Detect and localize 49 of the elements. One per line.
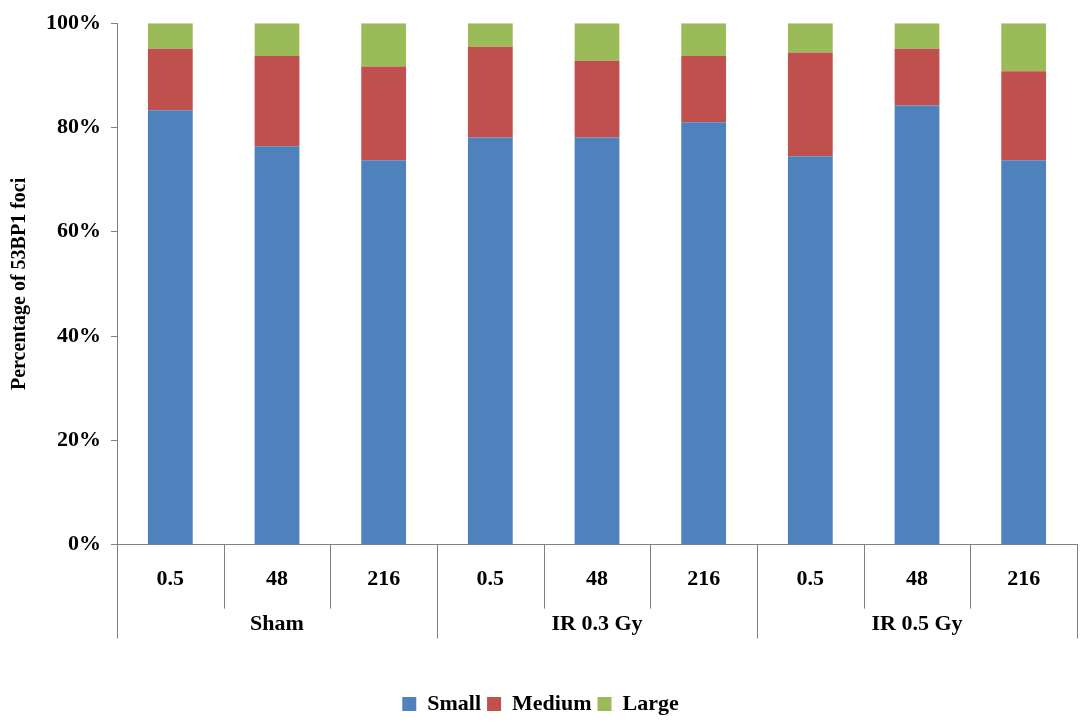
- bar: [361, 66, 407, 161]
- bar: [254, 56, 300, 147]
- bar: [787, 52, 833, 157]
- x-tick-label: 48: [906, 565, 928, 591]
- x-tick-label: 48: [266, 565, 288, 591]
- y-tick-label: 80%: [57, 113, 101, 139]
- bar: [681, 56, 727, 123]
- x-tick-label: 48: [586, 565, 608, 591]
- x-tick-label: 0.5: [156, 565, 185, 591]
- x-tick-label: 0.5: [476, 565, 505, 591]
- x-tick-label: 216: [1007, 565, 1041, 591]
- bar: [574, 60, 620, 138]
- y-tick-label: 60%: [57, 217, 101, 243]
- bar: [574, 137, 620, 545]
- x-tick-label: 0.5: [796, 565, 825, 591]
- bar: [681, 122, 727, 545]
- bar: [894, 23, 940, 49]
- bar: [787, 23, 833, 53]
- bar: [1001, 23, 1047, 72]
- bar: [254, 23, 300, 57]
- x-tick-label: 216: [687, 565, 721, 591]
- bar: [894, 48, 940, 106]
- y-tick-label: 40%: [57, 321, 101, 347]
- text: IR 0.5 Gy: [871, 610, 963, 636]
- bar: [467, 137, 513, 545]
- bar: [1001, 160, 1047, 545]
- bar: [467, 23, 513, 47]
- x-tick-label: 216: [367, 565, 401, 591]
- bar: [574, 23, 620, 61]
- bar: [361, 23, 407, 67]
- text: IR 0.3 Gy: [551, 610, 643, 636]
- y-axis-title: Percentage of 53BP1 foci: [7, 177, 31, 391]
- legend-label: Small: [427, 689, 482, 715]
- legend-label: Medium: [512, 689, 592, 715]
- text: Sham: [250, 610, 304, 636]
- bar: [147, 48, 193, 111]
- bar: [361, 160, 407, 545]
- legend-label: Large: [622, 689, 679, 715]
- bar: [787, 156, 833, 545]
- y-tick-label: 100%: [46, 8, 101, 34]
- bar: [254, 146, 300, 545]
- bar: [1001, 71, 1047, 161]
- bar: [681, 23, 727, 57]
- bar: [894, 105, 940, 545]
- bar: [467, 46, 513, 138]
- bar: [147, 23, 193, 49]
- y-tick-label: 0%: [68, 530, 101, 556]
- y-tick-label: 20%: [57, 426, 101, 452]
- bar: [147, 110, 193, 545]
